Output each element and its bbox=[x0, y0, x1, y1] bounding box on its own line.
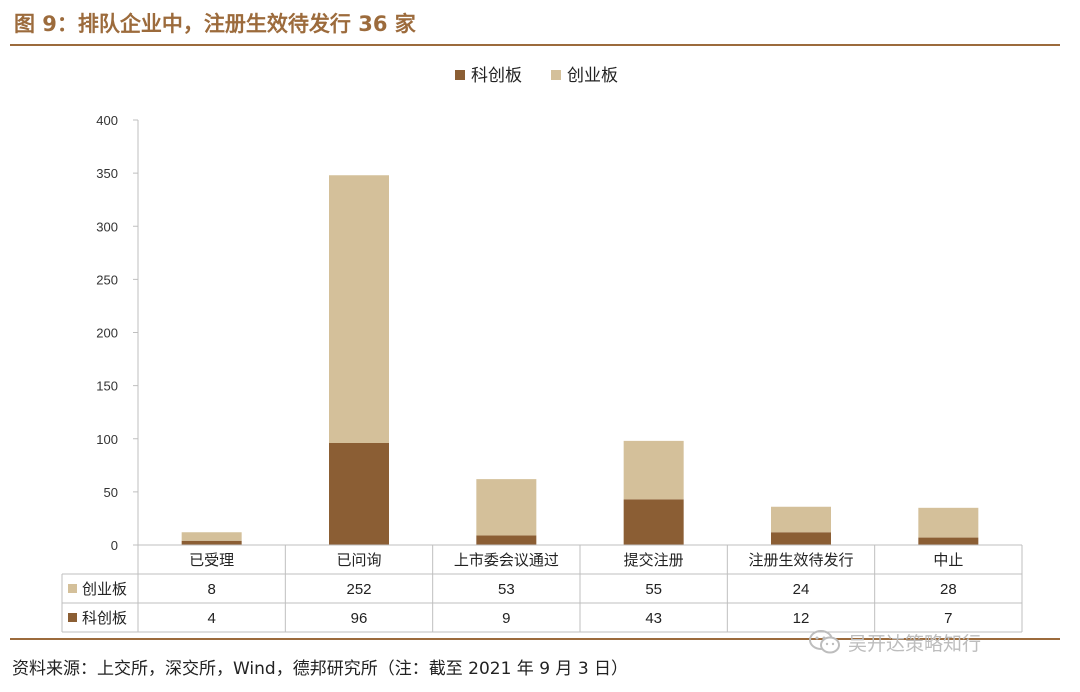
chuangye-bar bbox=[623, 440, 684, 500]
y-tick-label: 0 bbox=[111, 538, 118, 553]
kechuang-bar bbox=[771, 532, 831, 545]
table-legend-swatch bbox=[68, 613, 77, 622]
data-label: 96 bbox=[351, 610, 368, 627]
data-label: 28 bbox=[940, 581, 957, 598]
x-category-label: 已受理 bbox=[189, 551, 234, 569]
y-tick-label: 150 bbox=[96, 379, 118, 394]
watermark-text: 吴开达策略知行 bbox=[848, 632, 982, 655]
stacked-bar-chart: 0 50 100 150 200 250 300 350 400 已受理 已问询 上市委会议通过 提交注… bbox=[61, 66, 1023, 633]
y-tick-label: 100 bbox=[96, 432, 118, 447]
data-label: 12 bbox=[793, 610, 810, 627]
table-legend-swatch bbox=[68, 584, 77, 593]
data-label: 53 bbox=[498, 581, 515, 598]
y-tick-label: 200 bbox=[96, 326, 118, 341]
chuangye-bar bbox=[329, 175, 389, 443]
data-label: 55 bbox=[645, 581, 662, 598]
data-label: 9 bbox=[502, 610, 510, 627]
legend-label: 创业板 bbox=[567, 66, 618, 86]
data-label: 7 bbox=[944, 610, 952, 627]
y-tick-label: 350 bbox=[96, 166, 118, 181]
data-label: 24 bbox=[793, 581, 810, 598]
data-label: 8 bbox=[207, 581, 215, 598]
y-tick-label: 250 bbox=[96, 272, 118, 287]
watermark: 吴开达策略知行 bbox=[808, 628, 981, 656]
legend-swatch bbox=[551, 70, 561, 80]
wechat-icon bbox=[809, 630, 840, 654]
kechuang-bar bbox=[329, 443, 389, 545]
data-label: 252 bbox=[346, 581, 371, 598]
x-category-label: 中止 bbox=[933, 551, 963, 569]
table-row-label: 科创板 bbox=[82, 609, 127, 627]
x-category-label: 上市委会议通过 bbox=[454, 551, 559, 569]
x-category-label: 已问询 bbox=[336, 551, 381, 569]
x-category-label: 提交注册 bbox=[624, 551, 684, 569]
chuangye-bar bbox=[771, 506, 831, 533]
chuangye-bar bbox=[476, 479, 537, 536]
page-title: 图 9：排队企业中，注册生效待发行 36 家 bbox=[14, 12, 416, 36]
legend-label: 科创板 bbox=[471, 66, 522, 86]
legend-swatch bbox=[455, 70, 465, 80]
kechuang-bar bbox=[476, 535, 537, 545]
data-label: 43 bbox=[645, 610, 662, 627]
table-row-label: 创业板 bbox=[82, 580, 127, 598]
chuangye-bar bbox=[918, 507, 979, 538]
y-tick-label: 50 bbox=[104, 485, 118, 500]
x-category-label: 注册生效待发行 bbox=[748, 551, 853, 569]
kechuang-bar bbox=[918, 537, 979, 545]
kechuang-bar bbox=[623, 499, 684, 545]
kechuang-bar bbox=[181, 540, 242, 545]
footer-divider bbox=[10, 638, 1060, 640]
chuangye-bar bbox=[181, 532, 242, 541]
y-tick-label: 300 bbox=[96, 219, 118, 234]
source-note: 资料来源：上交所，深交所，Wind，德邦研究所（注：截至 2021 年 9 月 … bbox=[12, 659, 629, 679]
y-tick-label: 400 bbox=[96, 113, 118, 128]
title-divider bbox=[10, 44, 1060, 46]
data-label: 4 bbox=[207, 610, 215, 627]
